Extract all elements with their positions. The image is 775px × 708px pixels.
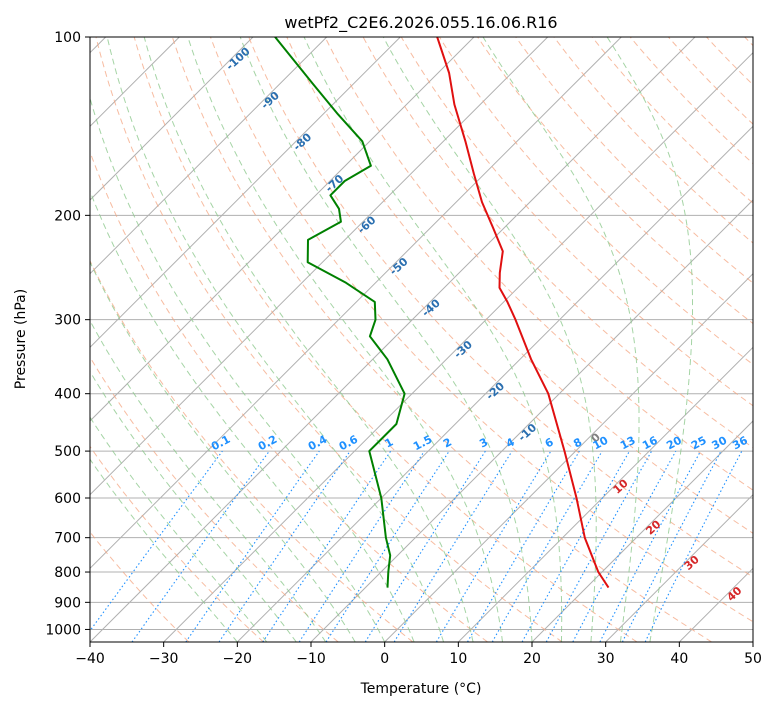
dry-adiabat-line: [324, 37, 753, 491]
y-tick-label: 800: [54, 565, 81, 581]
isotherm-line: [236, 125, 753, 642]
dry-adiabat-line: [133, 37, 638, 642]
dry-adiabat-line: [515, 37, 753, 284]
dewpoint-profile-line: [274, 37, 406, 588]
mixing-ratio-line: [131, 450, 270, 642]
mixing-ratio-line: [545, 450, 653, 642]
mixing-ratio-label: 25: [689, 434, 709, 453]
moist-adiabat-line: [239, 37, 533, 642]
isotherm-line: [90, 37, 622, 570]
x-tick-label: 50: [744, 651, 762, 667]
y-tick-label: 700: [54, 531, 81, 547]
isotherm-line: [90, 37, 475, 422]
mixing-ratio-line: [572, 450, 677, 642]
isotherm-line: [605, 493, 753, 642]
moist-adiabat-line: [90, 416, 268, 642]
isotherm-line: [90, 37, 696, 642]
moist-adiabat-line: [90, 319, 327, 642]
mixing-ratio-line: [435, 450, 552, 642]
moist-adiabat-line: [143, 37, 474, 642]
mixing-ratio-line: [185, 450, 320, 642]
moist-adiabat-line: [90, 96, 415, 642]
plot-background: [90, 37, 753, 642]
y-tick-label: 300: [54, 313, 81, 329]
moist-adiabat-line: [106, 37, 445, 642]
dry-adiabat-line: [248, 37, 753, 578]
x-tick-label: −30: [149, 651, 179, 667]
x-tick-label: 20: [523, 651, 541, 667]
mixing-ratio-label: 30: [710, 434, 730, 453]
x-tick-label: 0: [380, 651, 389, 667]
moist-adiabat-line: [90, 370, 297, 642]
isotherm-line: [531, 420, 753, 642]
chart-title: wetPf2_C2E6.2026.055.16.06.R16: [284, 13, 557, 33]
dry-adiabat-line: [477, 37, 753, 325]
dry-adiabat-line: [591, 37, 753, 204]
y-tick-label: 100: [54, 30, 81, 46]
dry-adiabat-line: [95, 37, 563, 642]
isotherm-line: [90, 37, 549, 496]
moist-adiabat-line: [90, 458, 238, 642]
x-tick-label: 10: [449, 651, 467, 667]
x-tick-label: 30: [597, 651, 615, 667]
y-axis: 100 200 300 400 500 600 700 800 900 1000: [45, 30, 90, 638]
y-tick-label: 900: [54, 595, 81, 611]
x-tick-label: −40: [75, 651, 105, 667]
plot-frame: [89, 36, 754, 643]
mixing-ratio-label: 13: [618, 434, 638, 453]
y-tick-label: 200: [54, 208, 81, 224]
mixing-ratio-line: [90, 450, 223, 632]
mixing-ratio-line: [393, 450, 513, 642]
isotherm-line: [90, 37, 328, 275]
mixing-ratio-line: [364, 450, 486, 642]
y-tick-label: 1000: [45, 622, 81, 638]
isotherm-line: [163, 51, 753, 642]
mixing-ratio-line: [491, 450, 603, 642]
temperature-profile-line: [436, 37, 610, 589]
x-tick-label: −10: [296, 651, 326, 667]
moist-adiabat-line: [382, 37, 597, 642]
x-tick-label: 40: [670, 651, 688, 667]
mixing-ratio-line: [521, 450, 630, 642]
dry-adiabat-line: [400, 37, 753, 407]
dry-adiabat-line: [90, 259, 414, 642]
y-tick-label: 400: [54, 387, 81, 403]
dry-adiabat-line: [90, 445, 264, 642]
moist-adiabat-line: [90, 189, 386, 642]
moist-adiabat-line: [303, 37, 563, 642]
dry-adiabat-line: [210, 37, 753, 623]
x-axis: −40 −30 −20 −10 0 10 20 30 40 50: [75, 642, 762, 667]
dry-adiabat-line: [629, 37, 753, 165]
mixing-ratio-label: 10: [591, 434, 611, 453]
x-tick-label: −20: [223, 651, 253, 667]
y-tick-label: 600: [54, 491, 81, 507]
moist-adiabat-line: [90, 260, 356, 642]
mixing-ratio-label: 20: [664, 434, 684, 453]
mixing-ratio-line: [325, 450, 450, 642]
x-axis-label: Temperature (°C): [360, 681, 482, 697]
mixing-ratio-label: 16: [640, 434, 660, 453]
y-tick-label: 500: [54, 444, 81, 460]
isotherm-line: [384, 272, 753, 642]
isotherm-line: [90, 37, 401, 349]
isotherm-line: [90, 37, 254, 201]
moist-adiabat-line: [482, 37, 640, 642]
mixing-ratio-label: 36: [730, 434, 750, 453]
background-lines: [90, 37, 753, 642]
isotherm-line: [457, 346, 753, 642]
dry-adiabat-line: [171, 37, 712, 642]
moist-adiabat-line: [606, 37, 693, 642]
profiles: [274, 37, 610, 589]
mixing-ratio-line: [218, 450, 351, 642]
mixing-ratio-line: [467, 450, 580, 642]
moist-adiabat-line: [187, 37, 503, 642]
dry-adiabat-line: [362, 37, 753, 449]
y-axis-label: Pressure (hPa): [13, 289, 29, 389]
